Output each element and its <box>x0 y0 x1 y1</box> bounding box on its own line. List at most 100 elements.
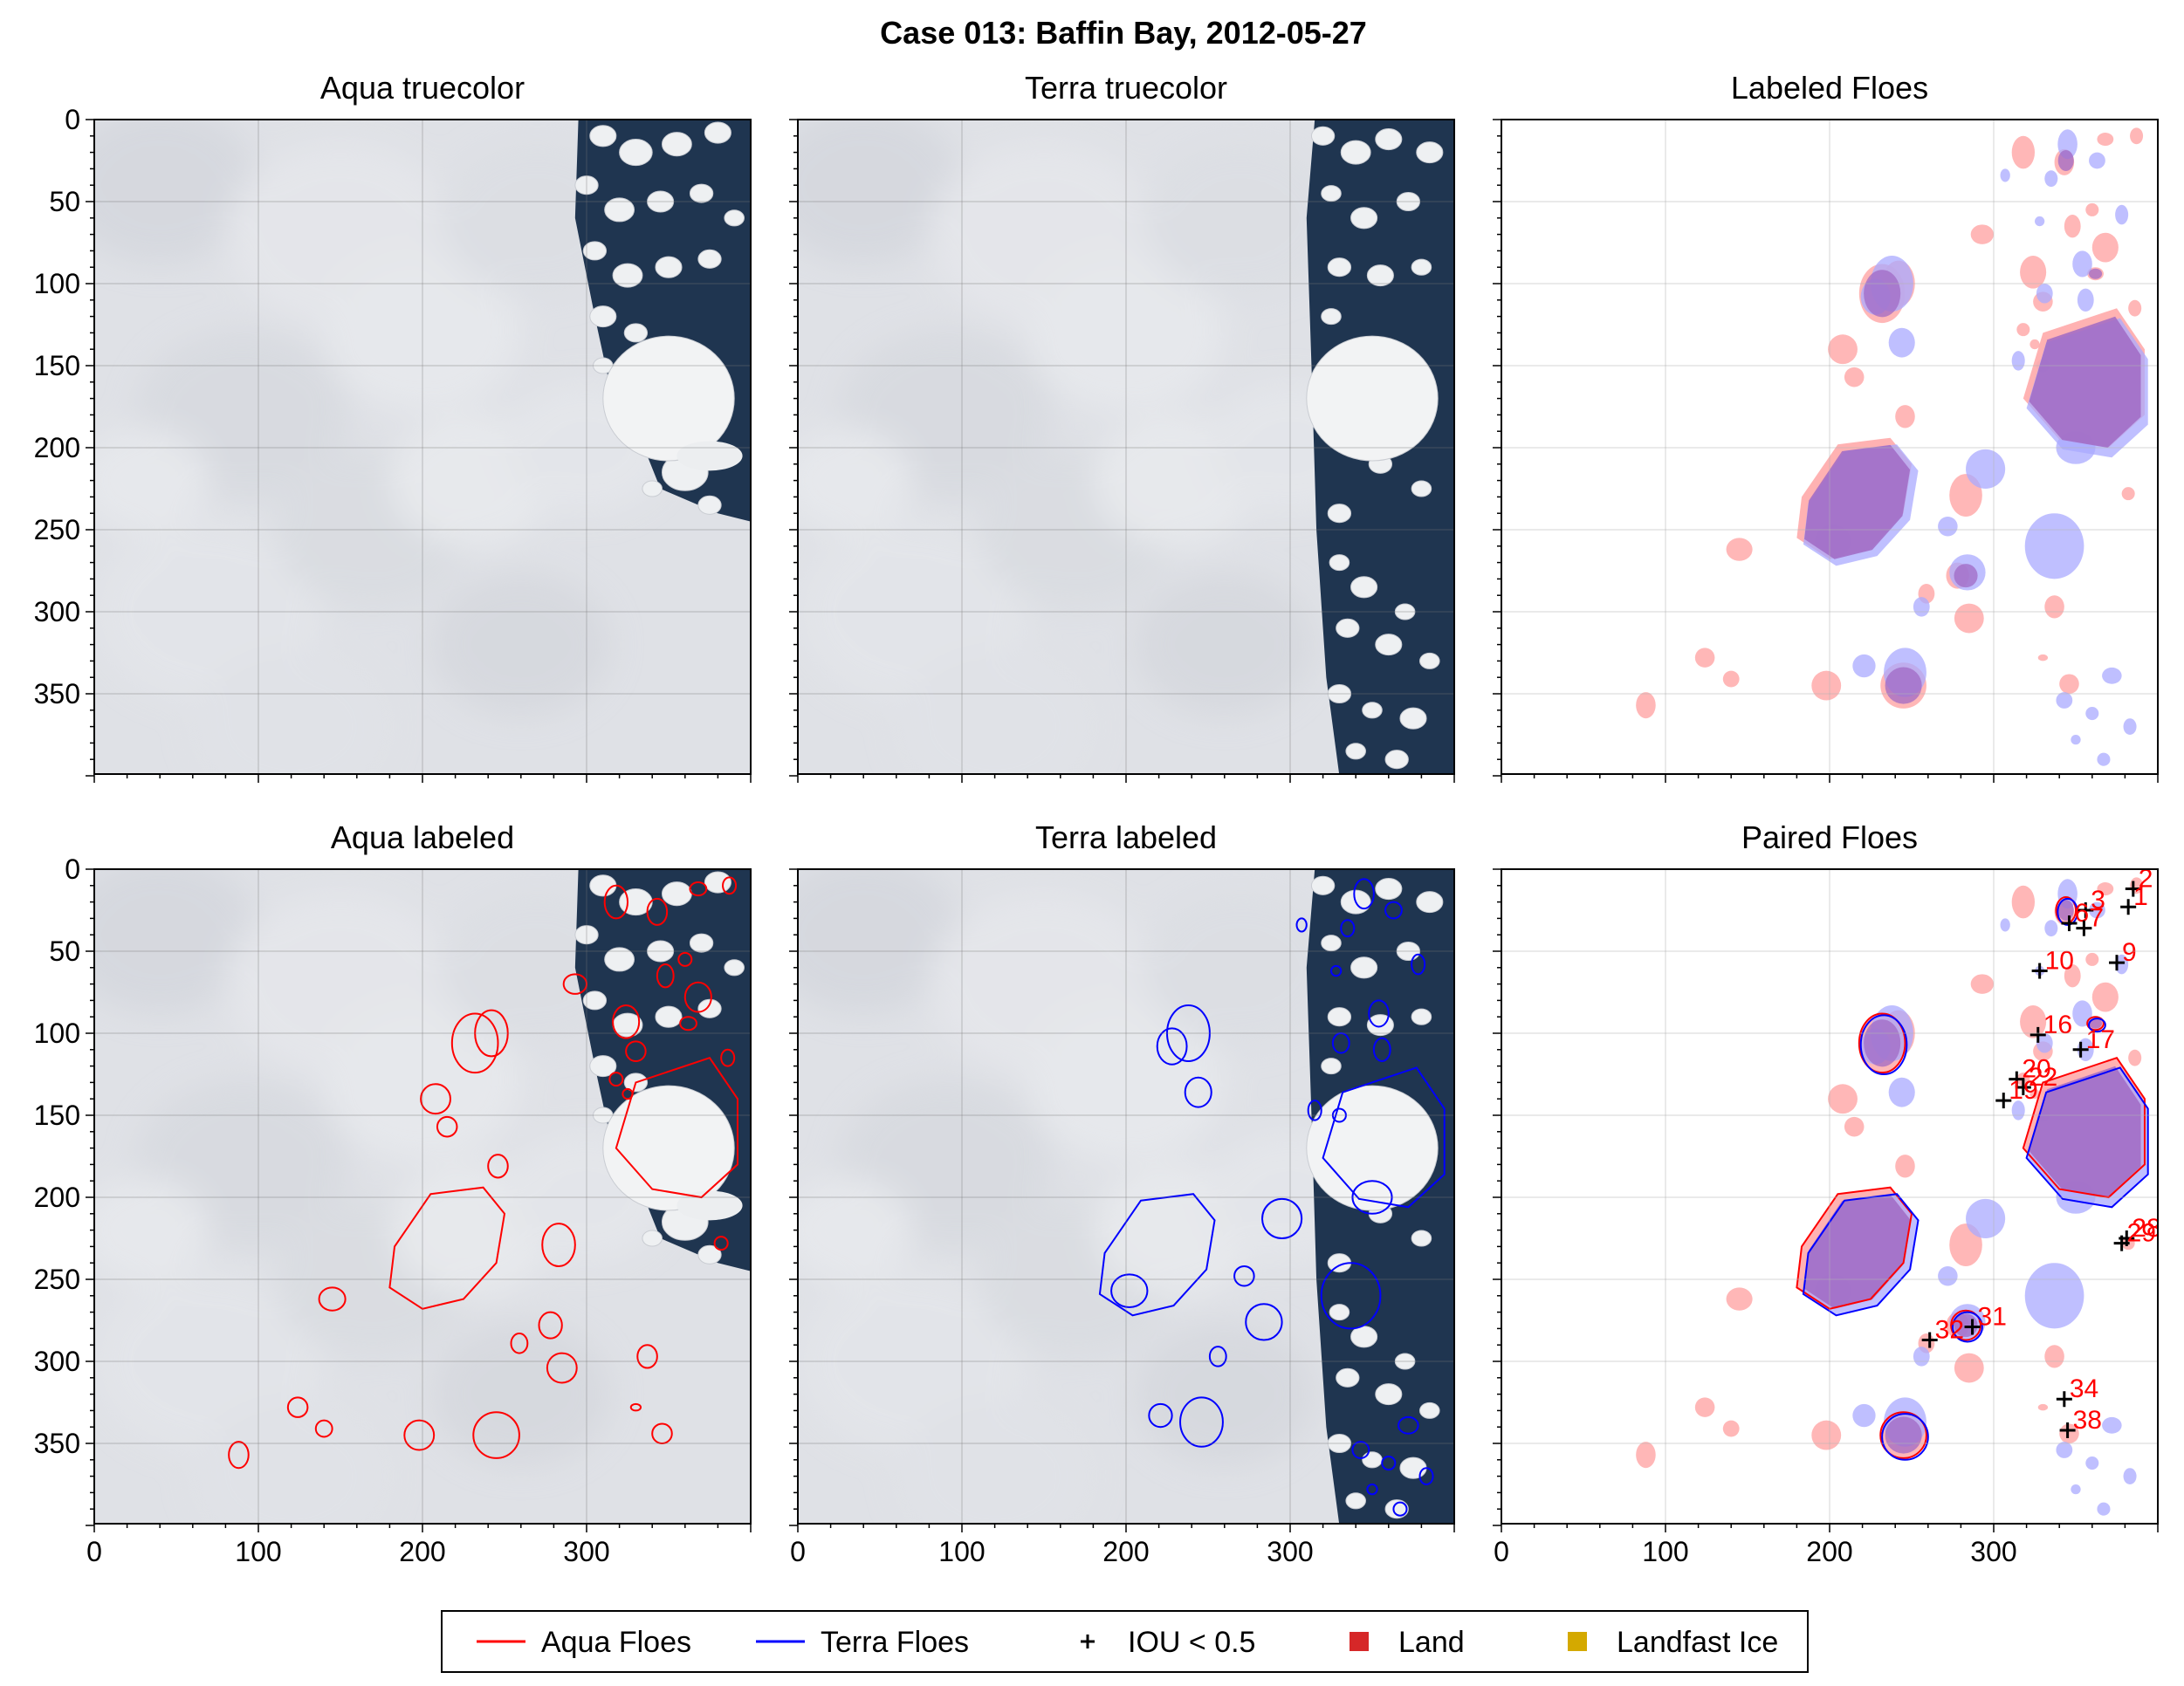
iou-marker-label: 2 <box>2139 865 2153 894</box>
ice-floe <box>1411 1008 1432 1025</box>
ice-floe <box>689 183 714 203</box>
terra-floe-fill <box>2097 1502 2111 1516</box>
aqua-floe-fill <box>1895 405 1915 428</box>
ice-floes-texture <box>574 121 745 515</box>
overlap-fill <box>1885 667 1922 704</box>
panel-background <box>1501 869 2158 1524</box>
terra-floe-fill <box>2024 513 2084 579</box>
ice-floe <box>1362 1451 1383 1469</box>
aqua-floe-outline <box>646 897 669 926</box>
aqua-floe-outline <box>487 1154 509 1179</box>
ice-floe <box>1327 1007 1352 1027</box>
ice-floe <box>1329 1304 1350 1321</box>
panel-title-terra-labeled: Terra labeled <box>1035 819 1217 855</box>
aqua-floe-fill <box>2085 202 2099 216</box>
cloud-blob <box>798 120 962 264</box>
terra-floe-fill <box>2085 707 2099 721</box>
ice-floe <box>582 241 608 261</box>
terra-floe-fill <box>1913 597 1930 617</box>
terra-floe-fill <box>1966 1198 2006 1238</box>
y-tick-label: 350 <box>34 678 80 709</box>
terra-floe-fill <box>2071 735 2081 745</box>
legend-label: Land <box>1398 1626 1465 1659</box>
terra-floe-fill <box>2036 1033 2053 1053</box>
ice-floes-texture <box>574 871 745 1264</box>
aqua-floe-outline <box>474 1009 509 1058</box>
aqua-floe-outline <box>1879 1411 1927 1459</box>
aqua-floe-fill <box>2011 135 2036 169</box>
aqua-floe-outline <box>318 1286 347 1312</box>
ice-floe <box>1336 618 1360 638</box>
aqua-floe-fill <box>2029 1088 2040 1100</box>
y-tick-label: 0 <box>65 853 80 885</box>
aqua-image <box>94 869 751 1524</box>
aqua-floe-outline <box>286 1396 309 1418</box>
cloud-blob <box>324 1004 521 1162</box>
y-tick-label: 300 <box>34 1346 80 1377</box>
aqua-floe-outline <box>510 1333 529 1354</box>
ice-floes-texture <box>1306 126 1444 770</box>
terra-floe-outline <box>1322 1066 1446 1209</box>
terra-floe-outline <box>1802 1193 1920 1317</box>
aqua-floe-outline <box>228 1441 250 1470</box>
ice-floe <box>1362 702 1383 719</box>
terra-floe-fill <box>2102 1416 2122 1434</box>
terra-floe-fill <box>2024 1263 2084 1329</box>
aqua-floe-fill <box>2091 982 2119 1012</box>
overlap-fill <box>1885 1416 1922 1454</box>
ice-floe <box>647 190 675 213</box>
aqua-floe-outline <box>562 973 588 995</box>
y-tick-label: 200 <box>34 1182 80 1213</box>
ice-floe <box>1396 191 1421 212</box>
x-tick-label: 0 <box>790 1536 806 1567</box>
iou-marker-label: 32 <box>1935 1316 1964 1345</box>
ice-floe <box>1350 1326 1378 1348</box>
terra-floe-fill <box>2071 1484 2081 1495</box>
iou-marker-label: 17 <box>2086 1025 2115 1054</box>
terra-floe-fill <box>2036 284 2053 304</box>
terra-floe-outline <box>1353 878 1375 910</box>
terra-floe-fill <box>2000 168 2010 182</box>
aqua-floe-fill <box>2097 133 2114 147</box>
aqua-floe-outline <box>625 1040 647 1062</box>
aqua-floe-outline <box>546 1352 578 1384</box>
terra-floe-fill <box>2011 351 2025 371</box>
aqua-floe-outline <box>656 963 675 989</box>
terra-floe-outline <box>1340 919 1356 938</box>
y-tick-label: 50 <box>49 186 80 217</box>
y-tick-label: 0 <box>65 104 80 135</box>
iou-marker-label: 10 <box>2045 947 2074 976</box>
aqua-floe-outline <box>677 951 693 967</box>
ice-floe <box>697 1244 722 1264</box>
panel-title-terra-truecolor: Terra truecolor <box>1025 70 1227 106</box>
ice-floe <box>642 480 663 497</box>
aqua-floe-fill <box>2091 232 2119 263</box>
ice-floe <box>1394 603 1416 620</box>
iou-marker-label: 31 <box>1978 1303 2007 1332</box>
ice-floe <box>604 197 635 223</box>
terra-floe-fill <box>1966 449 2006 489</box>
ice-floe <box>574 925 599 945</box>
ice-floe <box>1375 634 1403 656</box>
terra-floe-outline <box>1208 1346 1227 1367</box>
terra-image <box>798 869 1454 1524</box>
iou-marker-label: 1 <box>2133 882 2148 911</box>
iou-marker-label: 20 <box>2022 1055 2050 1084</box>
aqua-floe-fill <box>1811 670 1842 701</box>
ice-floe <box>1350 956 1378 979</box>
aqua-floe-outline <box>541 1223 576 1267</box>
axes: 0 100 200 300 <box>1493 868 2159 1567</box>
aqua-floe-fill <box>1970 974 1995 994</box>
aqua-floe-fill <box>2059 674 2079 694</box>
aqua-floe-outline <box>2022 1057 2146 1199</box>
terra-floe-fill <box>1938 1265 1958 1286</box>
aqua-floe-outline <box>450 1012 499 1074</box>
ice-floe <box>647 940 675 963</box>
x-tick-label: 300 <box>563 1536 609 1567</box>
terra-floe-outline <box>1381 1456 1397 1471</box>
terra-floe-fill <box>2056 1442 2073 1458</box>
cloud-blob <box>1134 1321 1315 1467</box>
iou-marker-label: 34 <box>2070 1374 2098 1403</box>
aqua-floe-outline <box>1950 1309 1981 1341</box>
